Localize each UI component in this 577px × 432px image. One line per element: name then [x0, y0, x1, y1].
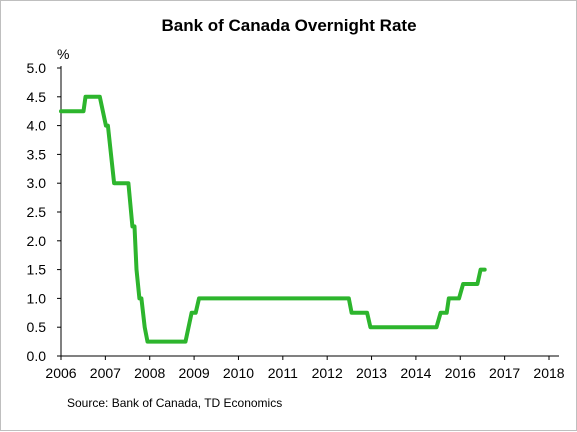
x-tick-label: 2008 [134, 365, 165, 381]
series-line-overnight-rate [59, 94, 487, 344]
y-tick-label: 0.5 [27, 319, 47, 335]
x-tick-label: 2016 [445, 365, 476, 381]
y-tick-label: 4.5 [27, 89, 47, 105]
y-axis-unit-label: % [57, 46, 69, 62]
x-tick-label: 2017 [489, 365, 520, 381]
y-tick-label: 2.0 [27, 233, 47, 249]
y-axis-ticks: 0.0 0.5 1.0 1.5 2.0 2.5 3.0 3.5 4.0 4.5 5.0 [27, 60, 61, 364]
x-axis-ticks: 2006 2007 2008 2009 2010 2011 2012 2013 2014 2016… [45, 356, 565, 381]
y-tick-label: 2.5 [27, 204, 47, 220]
y-tick-label: 3.0 [27, 175, 47, 191]
y-tick-label: 1.5 [27, 262, 47, 278]
x-tick-label: 2011 [268, 365, 298, 381]
series-group [59, 94, 487, 344]
y-tick-label: 3.5 [27, 146, 47, 162]
x-tick-label: 2007 [90, 365, 121, 381]
source-note: Source: Bank of Canada, TD Economics [67, 396, 282, 410]
x-tick-label: 2018 [533, 365, 564, 381]
y-tick-label: 4.0 [27, 118, 47, 134]
y-tick-label: 5.0 [27, 60, 47, 76]
y-tick-label: 0.0 [27, 348, 47, 364]
x-tick-label: 2010 [223, 365, 254, 381]
axes [60, 66, 559, 357]
x-tick-label: 2009 [179, 365, 210, 381]
x-tick-label: 2006 [45, 365, 76, 381]
chart-title: Bank of Canada Overnight Rate [161, 16, 416, 35]
x-tick-label: 2012 [312, 365, 343, 381]
x-tick-label: 2013 [356, 365, 387, 381]
y-tick-label: 1.0 [27, 290, 47, 306]
x-tick-label: 2014 [400, 365, 431, 381]
